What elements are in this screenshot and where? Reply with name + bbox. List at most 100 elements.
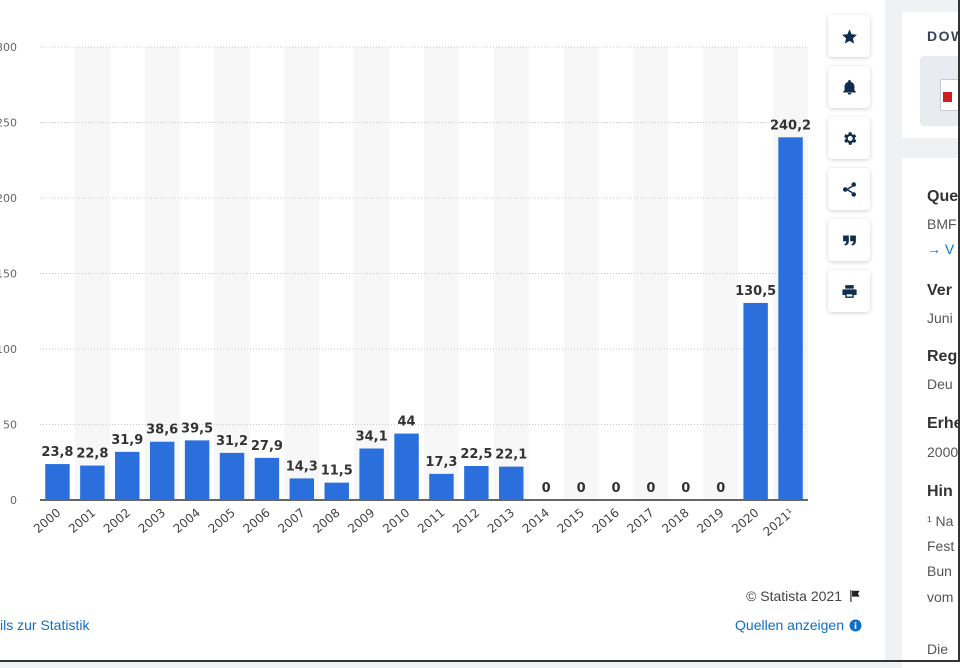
bar <box>80 465 105 500</box>
data-label: 39,5 <box>181 421 213 436</box>
column-band <box>74 47 110 500</box>
bar <box>254 457 280 500</box>
copyright: © Statista 2021 <box>746 588 862 604</box>
share-button[interactable] <box>828 168 870 210</box>
x-tick-label: 2005 <box>206 506 238 536</box>
y-tick-label: 250 <box>0 117 17 130</box>
x-tick-label: 2007 <box>275 506 307 536</box>
x-tick-label: 2003 <box>136 506 168 536</box>
x-tick-label: 2013 <box>485 506 517 536</box>
published-heading: Ver <box>927 282 952 299</box>
bar-chart: 0 50 100 150 200 250 300 23,8 2000 22,8 2001 31,9 20… <box>0 41 811 539</box>
bar <box>464 466 489 500</box>
column-band <box>144 47 180 500</box>
bar <box>394 433 419 500</box>
window-edge-right <box>958 0 960 662</box>
survey-period-text: 2000 <box>927 444 959 460</box>
data-label: 14,3 <box>286 459 318 474</box>
x-tick-label: 2019 <box>694 506 726 536</box>
share-icon <box>842 181 856 197</box>
x-tick-label: 2011 <box>415 506 447 536</box>
y-tick-label: 0 <box>10 494 17 507</box>
download-title: DOW <box>927 28 960 44</box>
data-label: 38,6 <box>146 423 178 438</box>
statistic-details-link[interactable]: ils zur Statistik <box>0 617 90 633</box>
data-label: 31,9 <box>111 433 143 448</box>
favorite-button[interactable] <box>828 15 870 57</box>
bar <box>359 448 384 500</box>
x-tick-label: 2014 <box>520 506 552 536</box>
data-label: 0 <box>681 481 690 496</box>
notification-button[interactable] <box>828 66 870 108</box>
bar <box>45 464 70 500</box>
column-band <box>703 47 739 500</box>
notes-line-2: Fest <box>927 538 955 554</box>
y-tick-label: 200 <box>0 192 17 205</box>
quote-icon <box>842 235 856 245</box>
data-label: 0 <box>611 481 620 496</box>
notes-heading: Hin <box>927 483 953 500</box>
bar <box>499 466 524 500</box>
x-tick-label: 2006 <box>240 506 272 536</box>
notes-line-4: vom <box>927 589 954 605</box>
x-tick-label: 2012 <box>450 506 482 536</box>
y-tick-label: 300 <box>0 41 17 54</box>
region-heading: Reg <box>927 348 958 365</box>
x-tick-label: 2000 <box>31 506 63 536</box>
info-card: Que BMF → V Ver Juni Reg Deu Erhe 2000 H… <box>902 158 960 668</box>
chart-panel: 0 50 100 150 200 250 300 23,8 2000 22,8 2001 31,9 20… <box>0 0 885 660</box>
source-text: BMF <box>927 216 957 232</box>
x-tick-label: 2015 <box>555 506 587 536</box>
column-band <box>354 47 390 500</box>
data-label: 22,5 <box>460 447 492 462</box>
notes-line-3: Bun <box>927 563 952 579</box>
data-label: 22,1 <box>495 448 527 463</box>
bar <box>324 482 349 500</box>
data-label: 0 <box>716 481 725 496</box>
x-tick-label: 2017 <box>624 506 656 536</box>
x-tick-label: 2021¹ <box>760 505 796 539</box>
notes-line-1: ¹ Na <box>927 513 954 529</box>
published-text: Juni <box>927 310 953 326</box>
y-tick-label: 50 <box>3 419 17 432</box>
x-tick-label: 2002 <box>101 506 133 536</box>
x-tick-label: 2020 <box>729 506 761 536</box>
region-text: Deu <box>927 376 953 392</box>
data-label: 27,9 <box>251 439 283 454</box>
bar <box>289 478 315 500</box>
data-label: 31,2 <box>216 434 248 449</box>
print-button[interactable] <box>828 270 870 312</box>
data-label: 17,3 <box>425 455 457 470</box>
x-tick-label: 2008 <box>310 506 342 536</box>
pdf-icon <box>940 79 960 111</box>
x-tick-label: 2004 <box>171 506 203 536</box>
bell-icon <box>842 79 856 95</box>
bar <box>149 441 175 500</box>
data-label: 240,2 <box>770 118 811 133</box>
show-sources-link[interactable]: Quellen anzeigen <box>735 617 862 633</box>
info-icon <box>849 619 862 631</box>
data-label: 22,8 <box>76 447 108 462</box>
bar <box>778 137 803 500</box>
print-icon <box>841 284 857 298</box>
source-heading: Que <box>927 188 959 205</box>
x-tick-label: 2010 <box>380 506 412 536</box>
bar <box>184 440 210 500</box>
column-band <box>424 47 459 500</box>
settings-button[interactable] <box>828 117 870 159</box>
download-pdf-button[interactable] <box>920 56 960 126</box>
star-icon <box>841 28 857 44</box>
x-tick-label: 2018 <box>659 506 691 536</box>
source-link[interactable]: → V <box>927 241 955 257</box>
data-label: 130,5 <box>735 284 776 299</box>
y-tick-label: 100 <box>0 343 17 356</box>
flag-icon[interactable] <box>848 589 862 603</box>
data-label: 11,5 <box>321 464 353 479</box>
data-label: 0 <box>646 481 655 496</box>
window-edge-bottom <box>0 660 960 662</box>
copyright-text: © Statista 2021 <box>746 588 842 604</box>
bar <box>429 473 454 500</box>
bar <box>219 452 245 500</box>
x-tick-label: 2001 <box>66 506 98 536</box>
cite-button[interactable] <box>828 219 870 261</box>
